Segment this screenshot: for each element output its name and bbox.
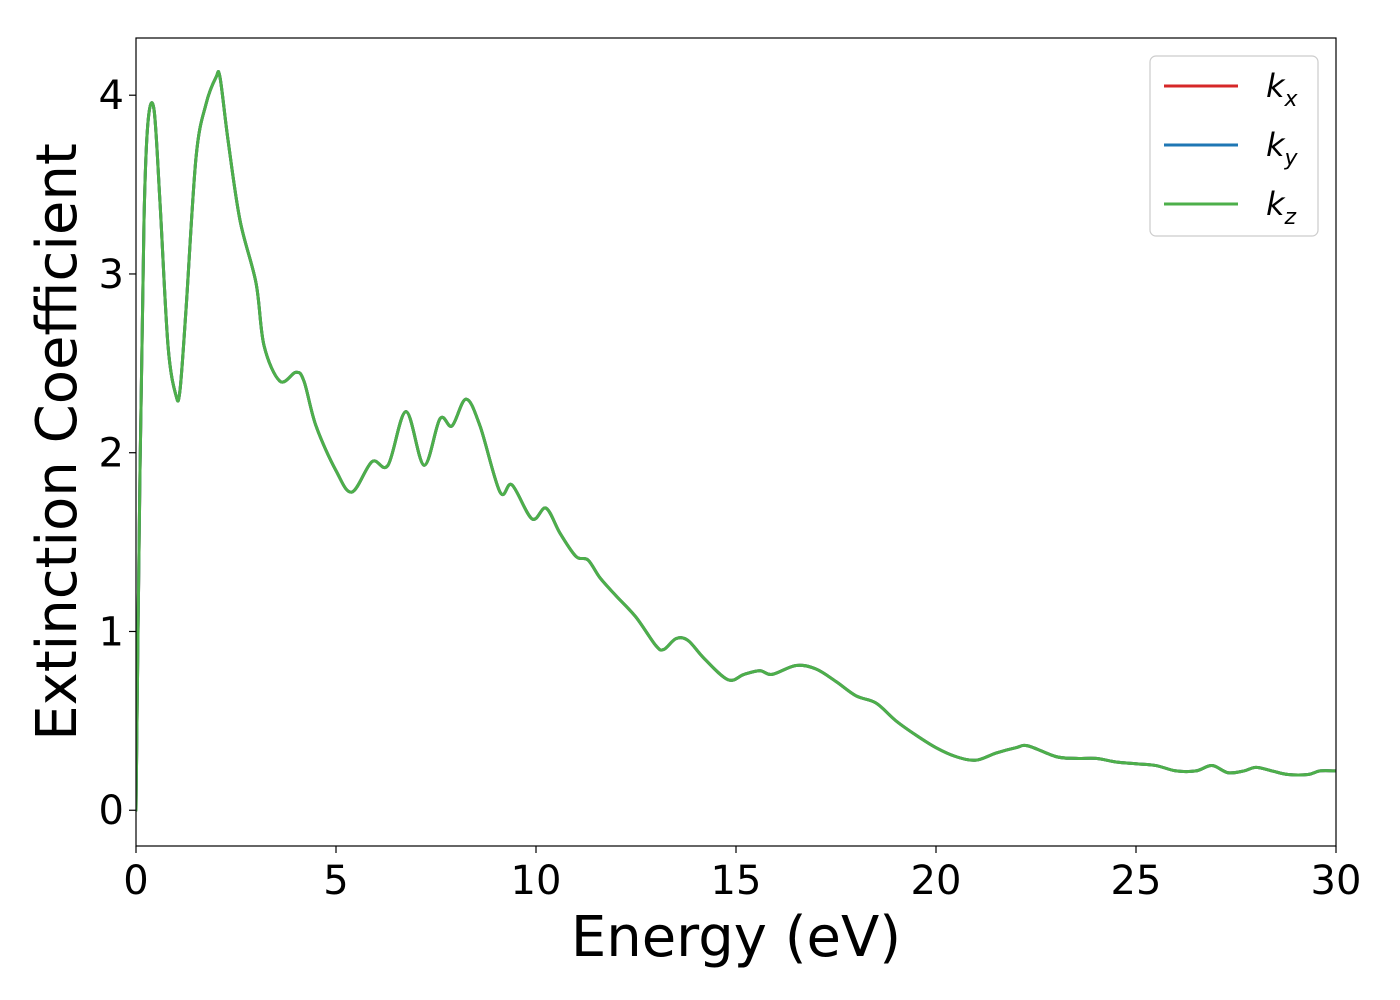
y-axis-ticks: 0 1 2 3 4 [99,73,136,834]
y-axis-title: Extinction Coefficient [25,143,90,741]
x-tick-label: 30 [1311,858,1362,904]
x-tick-label: 0 [123,858,148,904]
x-axis-ticks: 0 5 10 15 20 25 30 [123,846,1361,904]
x-tick-label: 20 [911,858,962,904]
plot-area [136,38,1336,846]
legend-label-k-x: kx [1266,67,1299,112]
legend-label-k-y: ky [1266,126,1299,171]
y-tick-label: 1 [99,609,124,655]
series-line-k-z [136,70,1336,812]
series-layer [136,70,1336,812]
x-tick-label: 10 [511,858,562,904]
y-tick-label: 0 [99,788,124,834]
x-tick-label: 5 [323,858,348,904]
legend-label-k-z: kz [1266,185,1297,230]
y-tick-label: 2 [99,431,124,477]
x-tick-label: 15 [711,858,762,904]
x-axis-title: Energy (eV) [571,905,901,970]
x-tick-label: 25 [1111,858,1162,904]
y-tick-label: 4 [99,73,124,119]
y-tick-label: 3 [99,252,124,298]
legend: kx ky kz [1149,55,1319,237]
